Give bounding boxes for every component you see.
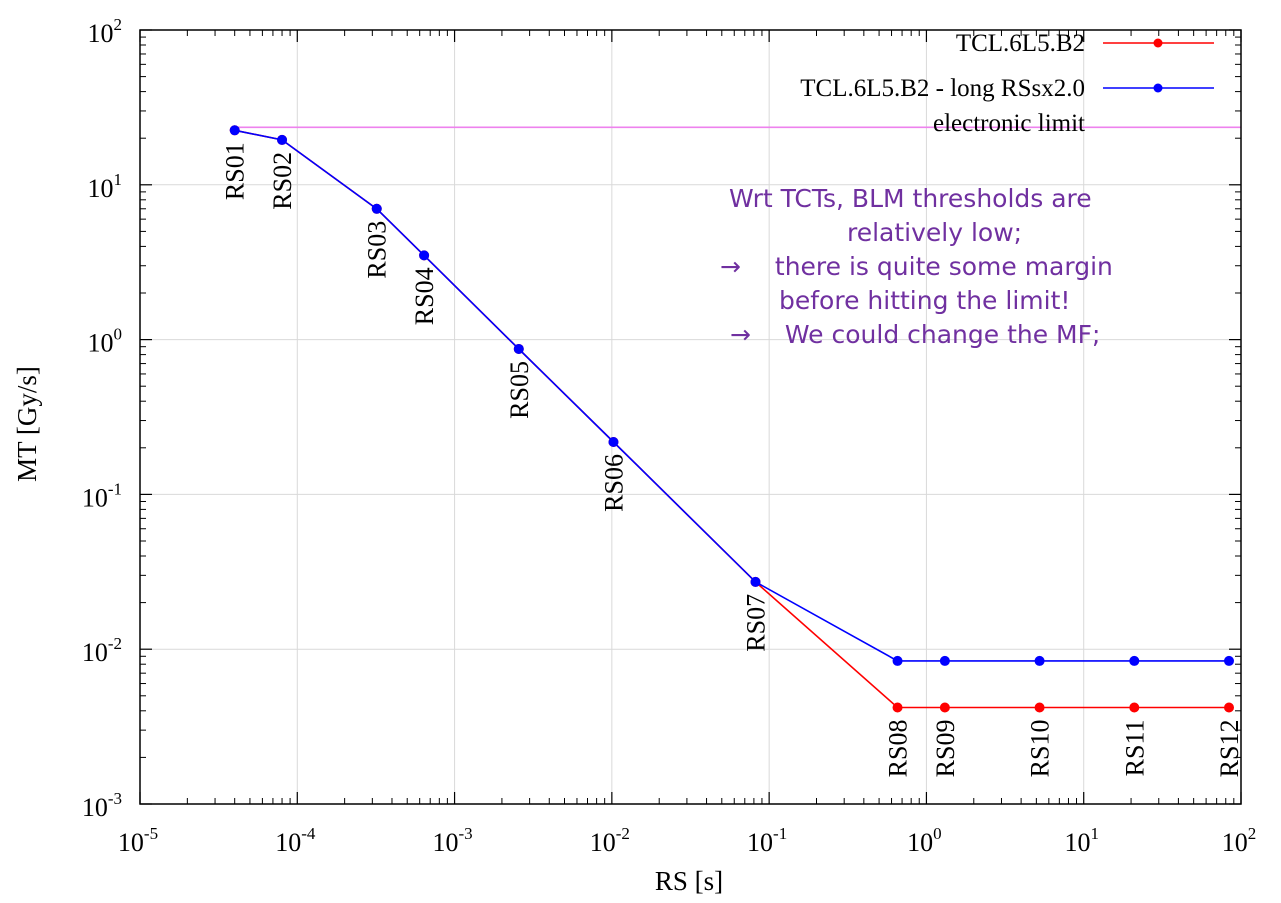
- point-label: RS02: [268, 152, 297, 210]
- legend-label-long-rs: TCL.6L5.B2 - long RSsx2.0: [800, 75, 1085, 102]
- legend-label-electronic-limit: electronic limit: [933, 110, 1085, 137]
- point-label: RS12: [1215, 720, 1244, 778]
- x-axis-title: RS [s]: [655, 866, 723, 896]
- point-label: RS11: [1120, 720, 1149, 777]
- annotation-box: Wrt TCTs, BLM thresholds are relatively …: [700, 182, 1240, 352]
- annotation-line-2: relatively low;: [847, 218, 1023, 247]
- annotation-line-3: → there is quite some margin: [700, 250, 1240, 284]
- data-point-tcl: [892, 702, 903, 713]
- tick-layer: [139, 29, 1242, 805]
- data-point-tcl: [1224, 702, 1235, 713]
- annotation-line-1: Wrt TCTs, BLM thresholds are: [729, 184, 1092, 213]
- data-point-long-rs: [892, 655, 903, 666]
- legend-marker-long-rs: [1153, 83, 1163, 93]
- label-layer: 10-5 10-4 10-3 10-2 10-1 100 101 102 10-3 10-2 10-…: [82, 15, 1256, 857]
- data-point-long-rs: [1129, 655, 1140, 666]
- x-tick-label: 100: [907, 824, 942, 857]
- point-label: RS01: [221, 142, 250, 200]
- legend-marker-tcl: [1153, 38, 1163, 48]
- y-tick-label: 10-2: [82, 634, 122, 667]
- y-tick-label: 10-1: [82, 479, 122, 512]
- data-point-long-rs: [1034, 655, 1045, 666]
- point-label: RS09: [931, 720, 960, 778]
- plot-frame: [139, 29, 1242, 805]
- data-point-tcl: [939, 702, 950, 713]
- y-tick-label: 102: [88, 15, 123, 48]
- data-point-long-rs: [1224, 655, 1235, 666]
- series-layer: [229, 125, 1241, 713]
- x-tick-label: 10-4: [275, 824, 316, 857]
- legend: TCL.6L5.B2 TCL.6L5.B2 - long RSsx2.0 ele…: [800, 30, 1214, 137]
- x-tick-label: 102: [1222, 824, 1257, 857]
- point-label: RS03: [363, 221, 392, 279]
- legend-label-tcl: TCL.6L5.B2: [956, 30, 1085, 57]
- right-arrow-icon: →: [730, 320, 751, 349]
- point-label: RS05: [505, 361, 534, 419]
- point-label: RS04: [410, 267, 439, 325]
- point-label: RS06: [600, 454, 629, 512]
- data-point-long-rs: [277, 134, 288, 145]
- x-tick-label: 10-5: [118, 824, 158, 857]
- data-point-long-rs: [750, 576, 761, 587]
- annotation-line-4: before hitting the limit!: [779, 286, 1071, 315]
- x-tick-label: 101: [1064, 824, 1099, 857]
- point-label: RS10: [1026, 720, 1055, 778]
- grid-layer: [140, 30, 1241, 804]
- y-tick-label: 100: [88, 325, 123, 358]
- y-tick-label: 101: [88, 170, 123, 203]
- data-point-long-rs: [939, 655, 950, 666]
- annotation-line-3-text: there is quite some margin: [774, 252, 1113, 281]
- data-point-tcl: [1034, 702, 1045, 713]
- x-tick-label: 10-3: [432, 824, 472, 857]
- y-axis-title: MT [Gy/s]: [12, 366, 42, 482]
- data-point-long-rs: [371, 203, 382, 214]
- data-point-long-rs: [608, 437, 619, 448]
- data-point-tcl: [1129, 702, 1140, 713]
- x-tick-label: 10-1: [747, 824, 787, 857]
- annotation-line-5-text: We could change the MF;: [784, 320, 1101, 349]
- data-point-long-rs: [419, 250, 430, 261]
- point-label: RS07: [742, 594, 771, 652]
- data-point-long-rs: [513, 343, 524, 354]
- annotation-line-5: → We could change the MF;: [700, 318, 1240, 352]
- series-line-long-rs: [234, 129, 1229, 662]
- data-point-long-rs: [229, 125, 240, 136]
- x-tick-label: 10-2: [590, 824, 630, 857]
- right-arrow-icon: →: [720, 252, 741, 281]
- y-tick-label: 10-3: [82, 789, 122, 822]
- point-label: RS08: [884, 720, 913, 778]
